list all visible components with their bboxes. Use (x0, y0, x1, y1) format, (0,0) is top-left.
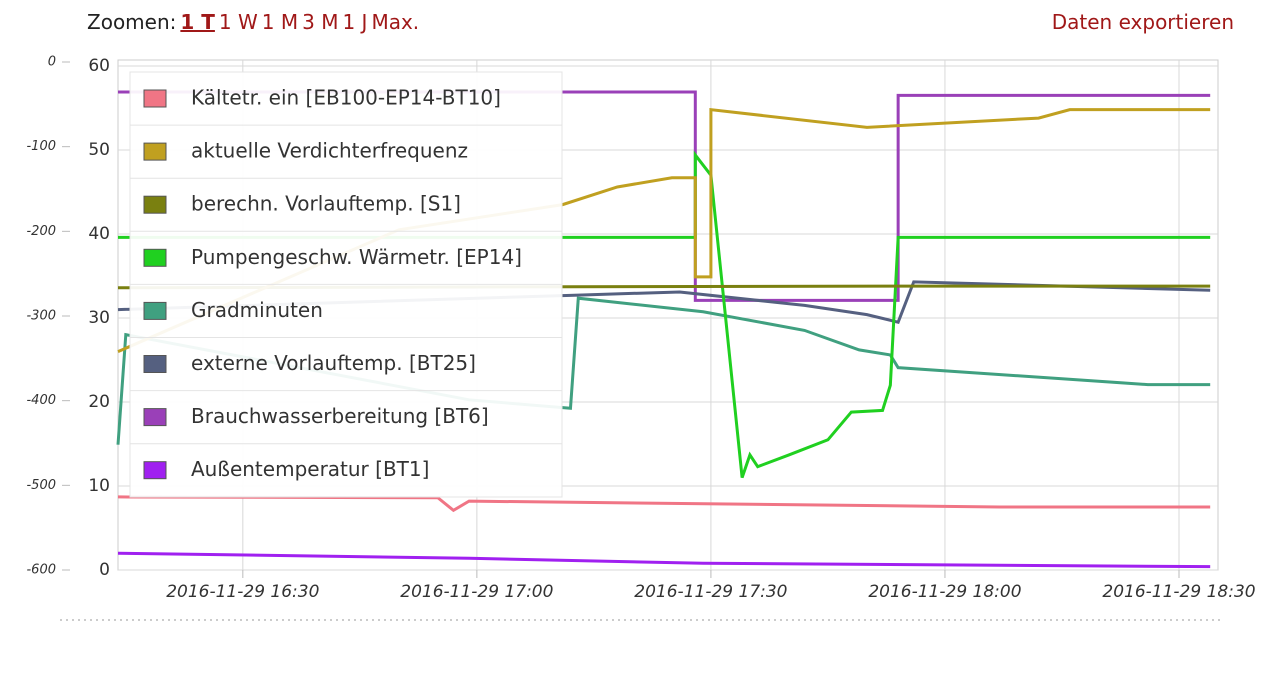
y-tick-label: 10 (88, 476, 110, 496)
legend-swatch (143, 89, 167, 108)
series-line (117, 108, 1211, 353)
zoom-option[interactable]: 1 T (180, 10, 215, 34)
x-tick-label: 2016-11-29 18:30 (1102, 582, 1255, 602)
y-tick-label: 50 (88, 140, 110, 160)
legend-label: Gradminuten (191, 298, 323, 322)
series-line (117, 495, 1211, 513)
legend-swatch (143, 248, 167, 267)
y-tick-label: 0 (99, 560, 110, 580)
zoom-option[interactable]: 1 M (261, 10, 299, 34)
series-line (118, 90, 1211, 302)
legend-label: externe Vorlauftemp. [BT25] (191, 351, 476, 375)
legend-swatch (143, 408, 167, 427)
chart: 0 10 20 30 40 50 60 -600 -500 -400 -300 -200 -100 0 20… (26, 55, 1256, 621)
y2-tick-label: -200 (26, 224, 56, 239)
y2-tick-label: -400 (26, 393, 56, 408)
legend-label: Außentemperatur [BT1] (191, 457, 429, 481)
legend-label: berechn. Vorlauftemp. [S1] (191, 192, 461, 216)
zoom-option[interactable]: Max. (371, 10, 420, 34)
zoom-option[interactable]: 1 W (218, 10, 258, 34)
series-line (117, 280, 1211, 324)
y-tick-label: 30 (88, 308, 110, 328)
y-tick-label: 60 (88, 56, 110, 76)
y-tick-label: 20 (88, 392, 110, 412)
y-tick-label: 40 (88, 224, 110, 244)
legend-label: Brauchwasserbereitung [BT6] (191, 404, 489, 428)
x-tick-label: 2016-11-29 17:30 (634, 582, 787, 602)
legend-label: Pumpengeschw. Wärmetr. [EP14] (191, 245, 522, 269)
export-link[interactable]: Daten exportieren (1051, 10, 1234, 34)
legend-swatch (143, 195, 167, 214)
zoom-option[interactable]: 1 J (342, 10, 368, 34)
series-line (118, 150, 1211, 479)
legend-swatch (143, 142, 167, 161)
legend-swatch (143, 301, 167, 320)
y2-tick-label: -600 (26, 563, 56, 578)
y2-tick-label: 0 (48, 55, 56, 70)
x-tick-label: 2016-11-29 16:30 (166, 582, 319, 602)
y2-tick-label: -300 (26, 309, 56, 324)
y2-tick-label: -500 (26, 478, 56, 493)
series-line (117, 551, 1211, 569)
x-tick-label: 2016-11-29 18:00 (868, 582, 1021, 602)
y2-tick-label: -100 (26, 139, 56, 154)
legend-label: aktuelle Verdichterfrequenz (191, 139, 468, 163)
legend-swatch (143, 355, 167, 373)
zoom-option[interactable]: 3 M (302, 10, 339, 34)
legend-label: Kältetr. ein [EB100-EP14-BT10] (191, 86, 501, 110)
legend: Kältetr. ein [EB100-EP14-BT10] aktuelle V… (129, 71, 563, 498)
zoom-label: Zoomen: (87, 10, 177, 34)
legend-swatch (143, 461, 167, 480)
x-tick-label: 2016-11-29 17:00 (400, 582, 553, 602)
